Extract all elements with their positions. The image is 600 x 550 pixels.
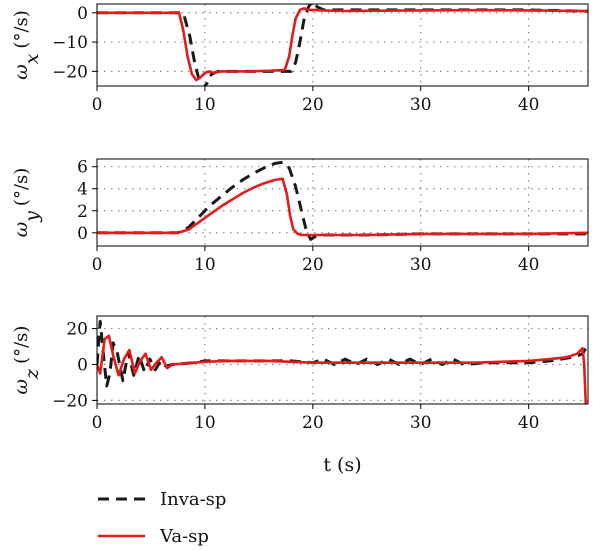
y-axis-label: ωz (°/s) (10, 326, 43, 395)
x-tick-label: 40 (518, 95, 540, 115)
y-axis-label: ωx (°/s) (10, 10, 43, 80)
y-tick-label: −20 (52, 62, 88, 82)
x-tick-label: 40 (518, 413, 540, 433)
y-axis-symbol: ω (10, 222, 32, 238)
y-axis-subscript: z (21, 368, 43, 380)
x-tick-label: 10 (194, 413, 216, 433)
y-tick-label: −10 (52, 33, 88, 53)
y-axis-symbol: ω (10, 64, 32, 80)
x-tick-label: 10 (194, 255, 216, 275)
y-tick-label: 4 (77, 180, 88, 200)
y-axis-unit: (°/s) (11, 10, 32, 48)
y-tick-label: 6 (77, 158, 88, 178)
y-axis-symbol: ω (10, 379, 32, 395)
subplot-omega-x: 0 10 20 30 40 0 −10 −20 ωx (°/s) (10, 3, 589, 115)
x-tick-label: 20 (302, 255, 324, 275)
y-tick-label: −20 (52, 391, 88, 411)
y-axis-subscript: y (21, 211, 43, 223)
series-line-inva-sp (97, 160, 588, 241)
x-tick-label: 30 (410, 255, 432, 275)
y-tick-label: 0 (77, 224, 88, 244)
ticks: 0 10 20 30 40 0 −10 −20 (52, 4, 539, 115)
y-axis-unit: (°/s) (11, 326, 32, 364)
x-tick-label: 0 (92, 95, 103, 115)
series-line-inva-sp (97, 319, 588, 388)
x-tick-label: 10 (194, 95, 216, 115)
x-tick-label: 40 (518, 255, 540, 275)
x-tick-label: 30 (410, 413, 432, 433)
x-tick-label: 0 (92, 413, 103, 433)
plot-frame (96, 158, 589, 247)
y-axis-label: ωy (°/s) (10, 168, 43, 238)
series-lines (97, 319, 588, 404)
plot-frame (96, 3, 589, 87)
series-line-va-sp (97, 177, 588, 237)
y-tick-label: 0 (77, 355, 88, 375)
y-axis-unit: (°/s) (11, 168, 32, 206)
y-tick-label: 2 (77, 202, 88, 222)
y-axis-subscript: x (21, 53, 43, 64)
x-tick-label: 20 (302, 95, 324, 115)
series-line-inva-sp (97, 4, 588, 86)
x-axis-label: t (s) (323, 454, 361, 476)
series-lines (97, 4, 588, 86)
series-line-va-sp (97, 334, 588, 404)
series-lines (97, 160, 588, 241)
plot-frame (96, 315, 589, 405)
y-tick-label: 0 (77, 4, 88, 24)
legend: Inva-sp Va-sp (98, 489, 226, 547)
x-tick-label: 0 (92, 255, 103, 275)
x-tick-label: 20 (302, 413, 324, 433)
grid (96, 4, 588, 86)
series-line-va-sp (97, 7, 588, 82)
legend-label-inva-sp: Inva-sp (160, 489, 226, 510)
legend-label-va-sp: Va-sp (159, 526, 209, 547)
y-tick-label: 20 (66, 320, 88, 340)
x-tick-label: 30 (410, 95, 432, 115)
